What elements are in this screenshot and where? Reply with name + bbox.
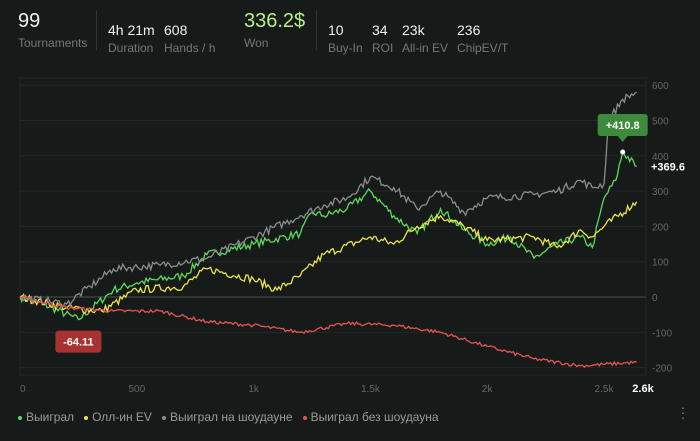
- divider: [316, 10, 317, 50]
- legend-item-non-showdown[interactable]: Выиграл без шоудауна: [302, 410, 439, 424]
- max-label: +410.8: [606, 120, 640, 132]
- x-tick-label: 1.5k: [361, 384, 381, 395]
- x-tick-label: 1k: [248, 384, 260, 395]
- legend-dot: [161, 415, 166, 420]
- end-value-label: +369.6: [651, 161, 685, 173]
- y-tick-label: 100: [652, 258, 669, 269]
- series-line-3: [19, 295, 637, 369]
- stat-duration: 4h 21m Duration: [108, 22, 155, 55]
- stat-chipev: 236 ChipEV/T: [457, 22, 509, 55]
- legend-item-allin-ev[interactable]: Олл-ин EV: [84, 410, 152, 424]
- tooltip-pointer: [617, 135, 628, 142]
- series-line-1: [19, 201, 638, 314]
- max-point-marker: [620, 149, 626, 155]
- stat-won: 336.2$ Won: [244, 10, 306, 50]
- stat-tournaments: 99 Tournaments: [18, 10, 88, 50]
- divider: [96, 10, 97, 50]
- legend: Выиграл Олл-ин EV Выиграл на шоудауне Вы…: [18, 410, 439, 424]
- series-line-0: [19, 150, 637, 321]
- y-tick-label: 200: [652, 222, 669, 233]
- min-label: -64.11: [63, 337, 94, 349]
- more-menu-icon[interactable]: · · ·: [680, 399, 686, 425]
- legend-dot: [302, 415, 307, 420]
- legend-item-showdown[interactable]: Выиграл на шоудауне: [161, 410, 293, 424]
- series-line-2: [19, 91, 637, 308]
- x-end-label: 2.6k: [632, 383, 654, 395]
- x-tick-label: 2k: [482, 384, 494, 395]
- max-tooltip: [597, 113, 648, 136]
- x-tick-label: 2.5k: [595, 384, 615, 395]
- stats-bar: 99 Tournaments 4h 21m Duration 608 Hands / …: [0, 10, 700, 55]
- stat-roi: 34 ROI: [372, 22, 394, 55]
- stat-hands-per-hour: 608 Hands / h: [164, 22, 216, 55]
- y-tick-label: -100: [652, 328, 672, 339]
- stat-allin-ev: 23k All-in EV: [402, 22, 449, 55]
- y-tick-label: -200: [652, 364, 672, 375]
- legend-dot: [18, 415, 22, 420]
- legend-item-won[interactable]: Выиграл: [18, 410, 74, 424]
- x-tick-label: 500: [128, 384, 145, 395]
- x-tick-label: 0: [20, 384, 26, 395]
- y-tick-label: 500: [652, 117, 669, 128]
- y-tick-label: 400: [652, 152, 669, 163]
- legend-dot: [84, 415, 89, 420]
- y-tick-label: 300: [652, 187, 669, 198]
- min-badge: [55, 330, 102, 353]
- y-tick-label: 600: [652, 81, 669, 92]
- stat-buy-in: 10 Buy-In: [328, 22, 363, 55]
- y-tick-label: 0: [652, 293, 658, 304]
